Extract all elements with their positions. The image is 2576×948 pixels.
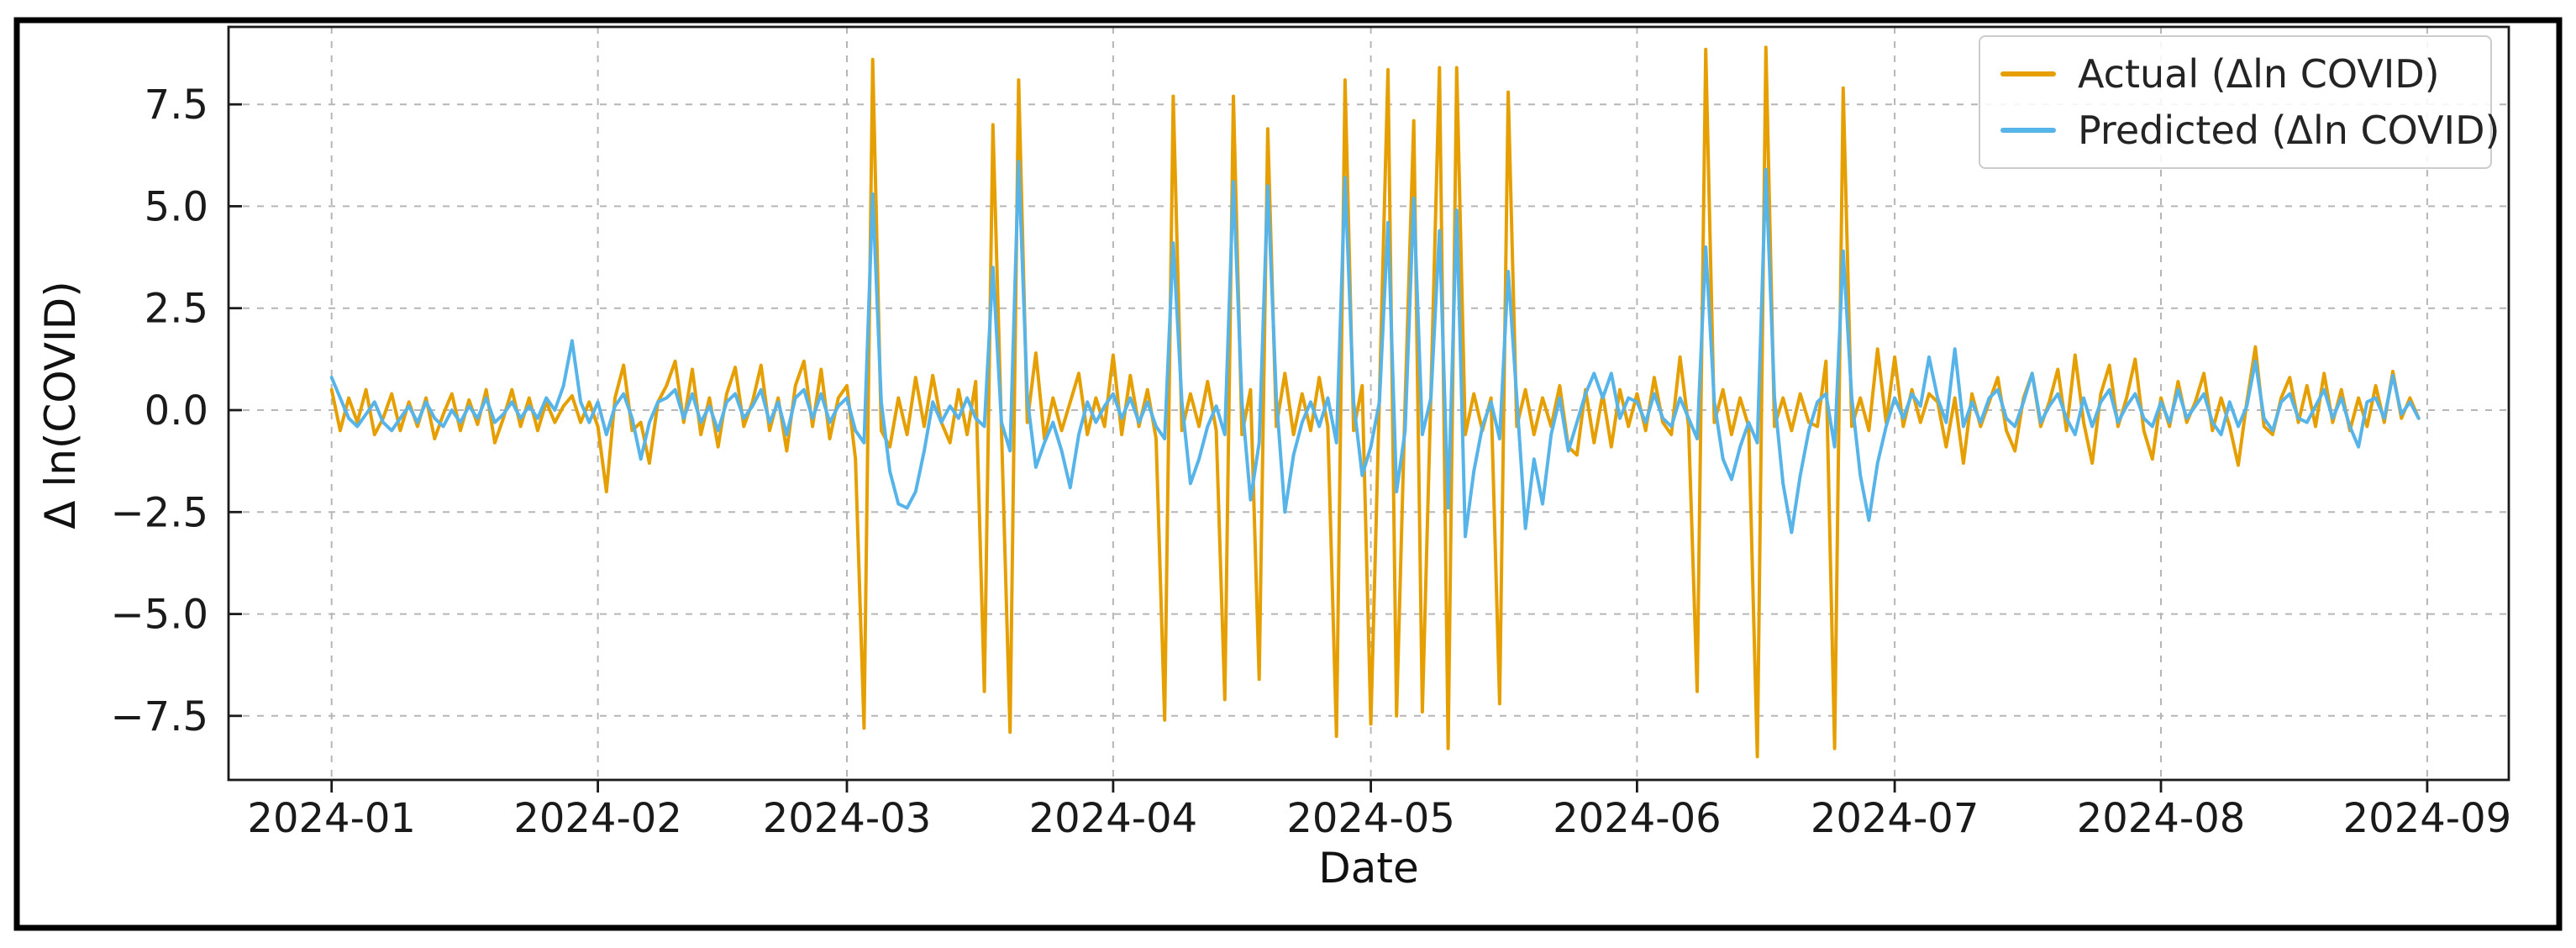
x-tick-label: 2024-02 (513, 795, 682, 842)
y-tick-label: −5.0 (110, 592, 208, 639)
y-tick-label: −7.5 (110, 693, 208, 740)
x-tick-label: 2024-08 (2077, 795, 2246, 842)
y-tick-label: 5.0 (145, 183, 208, 230)
y-tick-label: 2.5 (145, 286, 208, 333)
x-axis-label: Date (1318, 844, 1419, 893)
series-lines (329, 45, 2421, 759)
y-tick-label: −2.5 (110, 489, 208, 536)
legend-label-actual: Actual (Δln COVID) (2078, 51, 2440, 97)
y-ticks: 7.5 5.0 2.5 0.0 −2.5 −5.0 −7.5 (110, 82, 242, 740)
legend-line-swatch-actual (2000, 71, 2056, 76)
legend-line-swatch-predicted (2000, 128, 2056, 133)
x-ticks: 2024-01 2024-02 2024-03 2024-04 2024-05 2024-… (247, 780, 2511, 842)
x-tick-label: 2024-04 (1029, 795, 1198, 842)
legend-item-actual: Actual (Δln COVID) (1980, 55, 2490, 93)
figure-border (13, 17, 2563, 931)
series-line-actual (329, 45, 2421, 759)
series-line-predicted (329, 160, 2421, 539)
legend-label-predicted: Predicted (Δln COVID) (2078, 108, 2500, 153)
x-tick-label: 2024-05 (1286, 795, 1455, 842)
axes-spines (227, 25, 2510, 782)
legend-item-predicted: Predicted (Δln COVID) (1980, 111, 2500, 150)
y-tick-label: 0.0 (145, 387, 208, 434)
legend: Actual (Δln COVID) Predicted (Δln COVID) (1979, 35, 2500, 169)
x-tick-label: 2024-09 (2343, 795, 2512, 842)
x-tick-label: 2024-06 (1553, 795, 1722, 842)
y-axis-label: Δ ln(COVID) (36, 281, 85, 529)
x-tick-label: 2024-07 (1811, 795, 1979, 842)
x-tick-label: 2024-03 (763, 795, 932, 842)
x-tick-label: 2024-01 (247, 795, 416, 842)
y-tick-label: 7.5 (145, 82, 208, 129)
